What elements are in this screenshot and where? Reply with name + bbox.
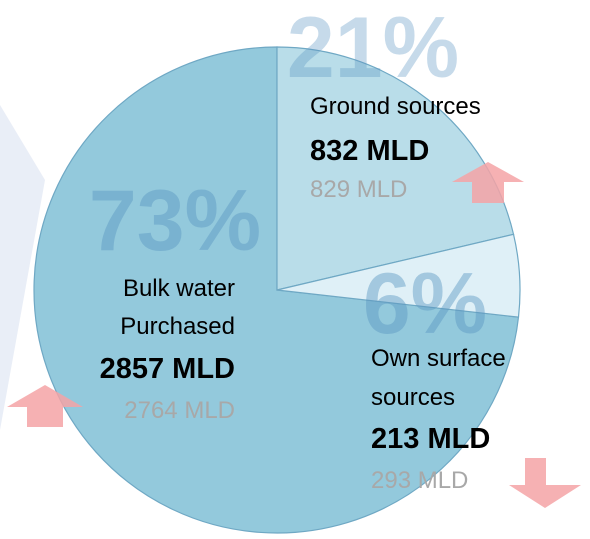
trend-up-arrow-ground bbox=[452, 162, 524, 203]
slice-label-surface-line1: Own surface bbox=[371, 345, 506, 372]
slice-label-surface-line2: sources bbox=[371, 384, 455, 411]
percent-label-bulk: 73% bbox=[89, 173, 261, 269]
trend-up-arrow-bulk bbox=[7, 385, 83, 427]
backdrop-shape bbox=[0, 105, 45, 430]
value-label-bulk: 2857 MLD bbox=[100, 353, 235, 385]
value-label-ground: 832 MLD bbox=[310, 135, 429, 167]
trend-down-arrow-surface bbox=[509, 458, 581, 508]
pie-slice-bulk-water bbox=[33, 46, 520, 534]
value-label-surface: 213 MLD bbox=[371, 423, 490, 455]
previous-value-surface: 293 MLD bbox=[371, 467, 468, 494]
percent-label-ground: 21% bbox=[287, 0, 459, 96]
previous-value-bulk: 2764 MLD bbox=[124, 397, 235, 424]
pie-slice-own-surface-sources bbox=[276, 233, 521, 318]
previous-value-ground: 829 MLD bbox=[310, 176, 407, 203]
slice-label-bulk-line2: Purchased bbox=[120, 313, 235, 340]
percent-label-surface: 6% bbox=[363, 256, 487, 352]
pie-slices bbox=[33, 46, 521, 534]
slice-label-ground: Ground sources bbox=[310, 93, 481, 120]
slice-label-bulk-line1: Bulk water bbox=[123, 275, 235, 302]
